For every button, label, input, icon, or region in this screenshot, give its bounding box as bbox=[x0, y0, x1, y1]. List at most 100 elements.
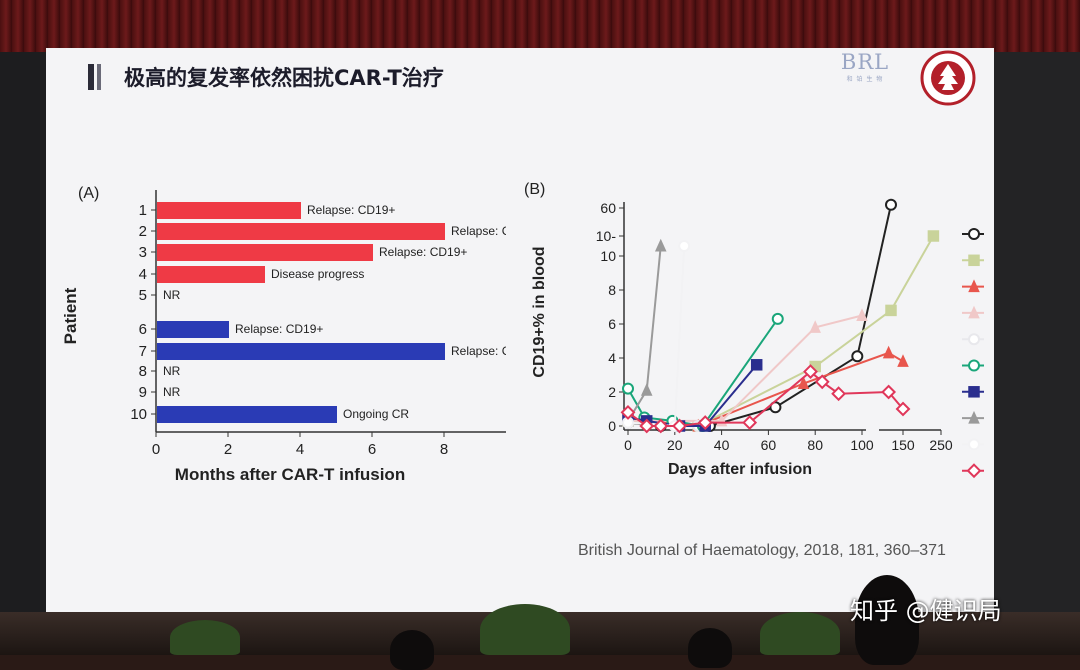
title-accent-bar bbox=[88, 64, 94, 90]
chart-b-y-tick-label: 0 bbox=[608, 418, 616, 434]
chart-b-series-line bbox=[627, 351, 904, 428]
chart-b-point bbox=[831, 386, 847, 402]
chart-b-point bbox=[927, 230, 940, 242]
chart-b-point bbox=[968, 279, 980, 293]
chart-a-y-tick-label: 9 bbox=[139, 384, 147, 401]
title-accent-bar-secondary bbox=[97, 64, 101, 90]
chart-b-point bbox=[968, 410, 980, 424]
chart-b-point bbox=[771, 312, 784, 325]
citation: British Journal of Haematology, 2018, 18… bbox=[578, 542, 946, 559]
chart-a-bar-annotation: NR bbox=[163, 288, 181, 302]
presentation-slide: 极高的复发率依然困扰CAR-T治疗 BRL 和 铂 生 物 (A) Patien… bbox=[46, 48, 994, 628]
chart-b-x-tick-label: 150 bbox=[891, 437, 915, 453]
chart-a-y-tick-label: 8 bbox=[139, 363, 147, 380]
chart-b-point bbox=[968, 305, 980, 319]
chart-b-series-line bbox=[627, 245, 686, 428]
chart-b-y-tick-label: 4 bbox=[608, 350, 616, 366]
chart-a-x-tick-label: 2 bbox=[224, 441, 232, 458]
brl-logo-text: BRL bbox=[840, 50, 890, 74]
brl-logo-subtext: 和 铂 生 物 bbox=[846, 76, 884, 83]
chart-b-panel-label: (B) bbox=[524, 181, 545, 198]
chart-a-y-axis-label: Patient bbox=[61, 287, 80, 344]
plant-1 bbox=[170, 620, 240, 655]
slide-title: 极高的复发率依然困扰CAR-T治疗 bbox=[124, 66, 444, 90]
chart-b-point bbox=[968, 333, 980, 346]
chart-b-series-line bbox=[628, 314, 863, 422]
chart-a-bar-annotation: Disease progress bbox=[271, 267, 364, 281]
plant-3 bbox=[760, 612, 840, 655]
chart-b-point bbox=[881, 384, 897, 400]
chart-b-y-tick-label: 60 bbox=[600, 200, 616, 216]
chart-a-x-tick-label: 0 bbox=[152, 441, 160, 458]
chart-b-y-tick-label: 8 bbox=[608, 282, 616, 298]
chart-a-bar bbox=[157, 321, 229, 338]
chart-a-bar-annotation: Relapse: CD19+ bbox=[379, 245, 467, 259]
chart-a-patient-bars: (A) Patient Months after CAR-T infusion … bbox=[61, 185, 506, 484]
chart-b-point bbox=[653, 418, 669, 434]
chart-b-y-tick-label: 2 bbox=[608, 384, 616, 400]
wall-left bbox=[0, 52, 46, 612]
chart-b-point bbox=[654, 238, 667, 252]
chart-b-point bbox=[742, 415, 758, 431]
chart-a-x-tick-label: 6 bbox=[368, 441, 376, 458]
chart-b-y-tick-label: 10- bbox=[596, 228, 617, 244]
chart-b-x-tick-label: 60 bbox=[761, 437, 777, 453]
chart-a-y-tick-label: 1 bbox=[139, 202, 147, 219]
chart-b-point bbox=[851, 350, 864, 363]
chart-a-bar-annotation: Relapse: CD19+ bbox=[451, 224, 506, 238]
stage-curtain bbox=[0, 0, 1080, 52]
brl-logo: BRL 和 铂 生 物 bbox=[834, 50, 896, 106]
chart-b-point bbox=[672, 418, 687, 434]
chart-a-panel-label: (A) bbox=[78, 185, 99, 202]
chart-a-x-tick-label: 4 bbox=[296, 441, 304, 458]
chart-a-x-tick-label: 8 bbox=[440, 441, 448, 458]
audience-head-3 bbox=[855, 575, 919, 665]
chart-a-bar bbox=[157, 202, 301, 219]
chart-b-point bbox=[803, 364, 818, 380]
chart-a-bar-annotation: Relapse: CD19+ bbox=[451, 344, 506, 358]
chart-b-x-tick-label: 80 bbox=[807, 437, 823, 453]
chart-b-x-tick-label: 250 bbox=[929, 437, 953, 453]
chart-a-y-tick-label: 4 bbox=[139, 266, 147, 283]
chart-b-point bbox=[620, 404, 636, 420]
chart-b-point bbox=[885, 198, 897, 211]
chart-b-series-line bbox=[627, 318, 779, 428]
chart-a-y-tick-label: 7 bbox=[139, 343, 147, 360]
chart-b-point bbox=[885, 304, 897, 317]
chart-a-bar-annotation: Ongoing CR bbox=[343, 407, 409, 421]
university-seal-icon bbox=[920, 50, 976, 106]
chart-b-x-axis-label: Days after infusion bbox=[668, 461, 812, 478]
chart-b-point bbox=[895, 401, 911, 417]
chart-b-point bbox=[882, 345, 895, 359]
chart-a-y-tick-label: 6 bbox=[139, 321, 147, 338]
chart-b-cd19-lines: (B) CD19+% in blood Days after infusion … bbox=[524, 181, 984, 479]
chart-b-point bbox=[814, 374, 830, 390]
chart-a-y-tick-label: 3 bbox=[139, 244, 147, 261]
chart-b-x-tick-label: 40 bbox=[714, 437, 730, 453]
chart-b-y-tick-label: 6 bbox=[608, 316, 616, 332]
audience-head-1 bbox=[390, 630, 434, 670]
chart-a-bar bbox=[157, 343, 445, 360]
chart-a-bar-annotation: Relapse: CD19+ bbox=[307, 203, 395, 217]
chart-a-bar-annotation: NR bbox=[163, 364, 181, 378]
audience-head-2 bbox=[688, 628, 732, 668]
chart-b-point bbox=[966, 463, 982, 479]
chart-b-point bbox=[968, 254, 980, 267]
chart-b-point bbox=[968, 359, 980, 372]
chart-b-x-tick-label: 0 bbox=[624, 437, 632, 453]
chart-a-bar bbox=[157, 244, 373, 261]
chart-b-point bbox=[640, 383, 653, 396]
chart-a-bar bbox=[157, 266, 265, 283]
chart-b-point bbox=[968, 386, 980, 398]
chart-b-point bbox=[897, 354, 909, 367]
chart-b-y-tick-label: 10 bbox=[600, 248, 616, 264]
chart-b-point bbox=[797, 376, 810, 389]
chart-b-x-tick-label: 20 bbox=[667, 437, 683, 453]
chart-b-point bbox=[968, 228, 980, 240]
chart-b-point bbox=[639, 418, 655, 434]
chart-a-x-axis-label: Months after CAR-T infusion bbox=[175, 465, 405, 484]
chart-b-point bbox=[622, 382, 634, 395]
chart-a-y-tick-label: 10 bbox=[130, 406, 147, 423]
chart-a-bar bbox=[157, 406, 337, 423]
plant-2 bbox=[480, 604, 570, 655]
